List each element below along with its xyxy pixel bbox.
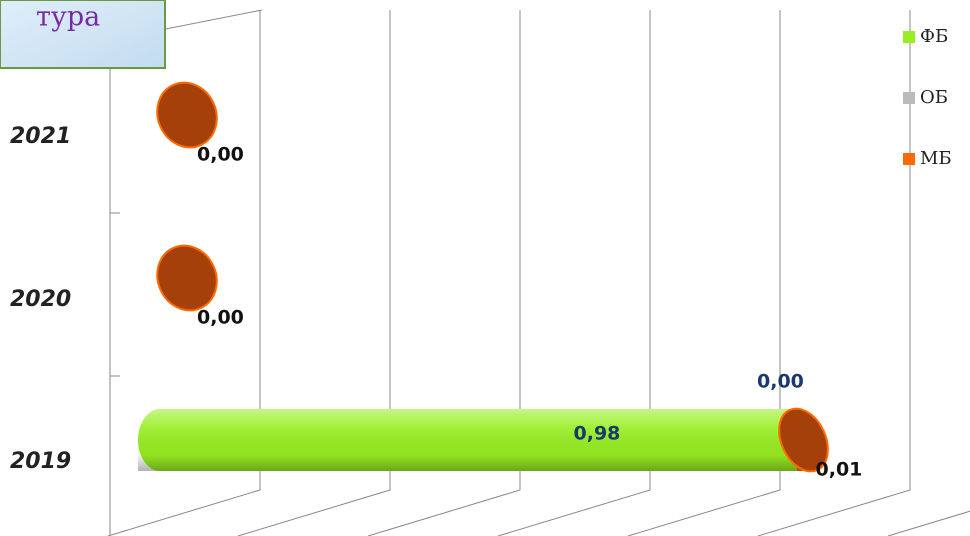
grid-line bbox=[497, 10, 651, 536]
grid-line bbox=[107, 10, 261, 536]
data-label: 0,00 bbox=[197, 307, 244, 329]
y-tick-label: 2020 bbox=[10, 287, 71, 312]
grid-line bbox=[887, 510, 970, 536]
legend-label: МБ bbox=[920, 148, 952, 169]
data-label: 0,00 bbox=[757, 371, 804, 393]
data-label: 0,00 bbox=[197, 144, 244, 166]
y-tick-label: 2021 bbox=[10, 124, 71, 149]
bar-segment bbox=[156, 81, 218, 149]
bar-segment bbox=[156, 244, 218, 312]
legend-swatch bbox=[903, 31, 915, 43]
grid-line bbox=[237, 10, 391, 536]
bar-segment bbox=[778, 407, 829, 473]
grid-line bbox=[757, 10, 911, 536]
legend-label: ОБ bbox=[920, 87, 948, 108]
legend-swatch bbox=[903, 153, 915, 165]
legend-label: ФБ bbox=[920, 26, 948, 47]
y-tick-label: 2019 bbox=[10, 449, 71, 474]
data-label: 0,98 bbox=[574, 423, 621, 445]
grid-line bbox=[627, 10, 781, 536]
data-label: 0,01 bbox=[816, 459, 863, 481]
title-box: тура bbox=[0, 0, 166, 69]
legend-swatch bbox=[903, 92, 915, 104]
bar-segment bbox=[138, 409, 797, 471]
chart-title: тура bbox=[36, 2, 100, 33]
grid-line bbox=[367, 10, 521, 536]
